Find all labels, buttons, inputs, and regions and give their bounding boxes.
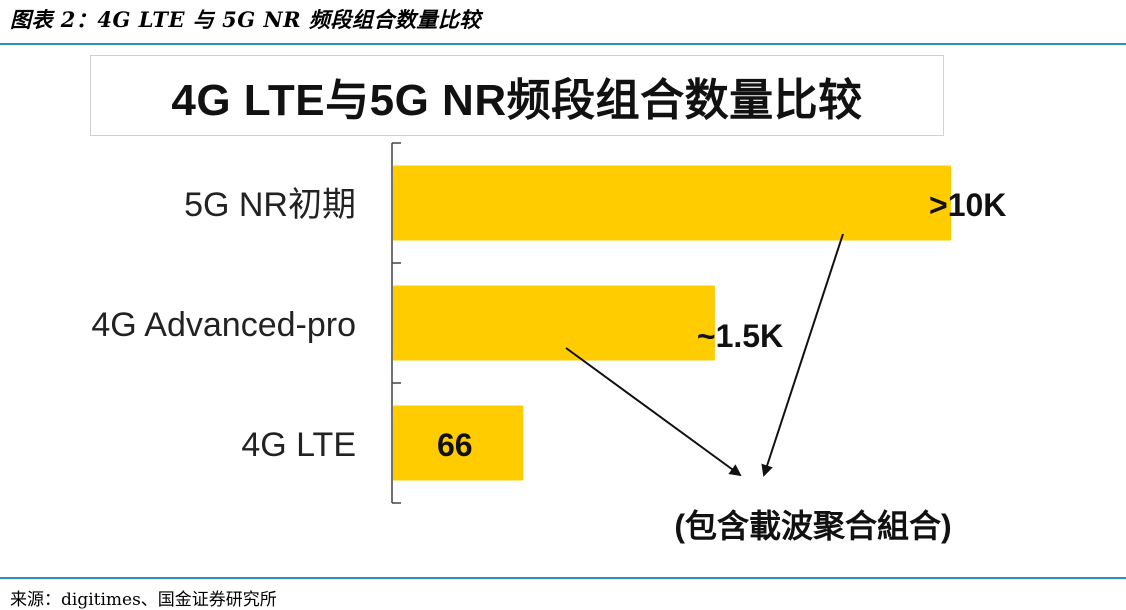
bar-0 bbox=[393, 165, 951, 241]
arrow-from-5g-nr bbox=[761, 233, 844, 477]
category-label: 4G LTE bbox=[241, 426, 356, 464]
arrow-from-advanced-pro bbox=[565, 347, 742, 477]
bar-2 bbox=[393, 405, 524, 481]
bar-1 bbox=[393, 285, 715, 361]
value-label: ~1.5K bbox=[697, 318, 783, 354]
category-label: 5G NR初期 bbox=[184, 186, 356, 224]
value-label: >10K bbox=[929, 187, 1006, 223]
category-label: 4G Advanced-pro bbox=[91, 306, 356, 344]
figure-caption: 图表 2：4G LTE 与 5G NR 频段组合数量比较 bbox=[10, 7, 481, 32]
value-label: 66 bbox=[437, 427, 473, 463]
top-rule bbox=[0, 43, 1126, 45]
annotation-label: (包含載波聚合組合) bbox=[674, 508, 951, 544]
chart-title: 4G LTE与5G NR频段组合数量比较 bbox=[171, 75, 863, 125]
bottom-rule bbox=[0, 577, 1126, 579]
source-note: 来源：digitimes、国金证券研究所 bbox=[10, 590, 277, 610]
chart-title-box: 4G LTE与5G NR频段组合数量比较 bbox=[90, 55, 944, 136]
